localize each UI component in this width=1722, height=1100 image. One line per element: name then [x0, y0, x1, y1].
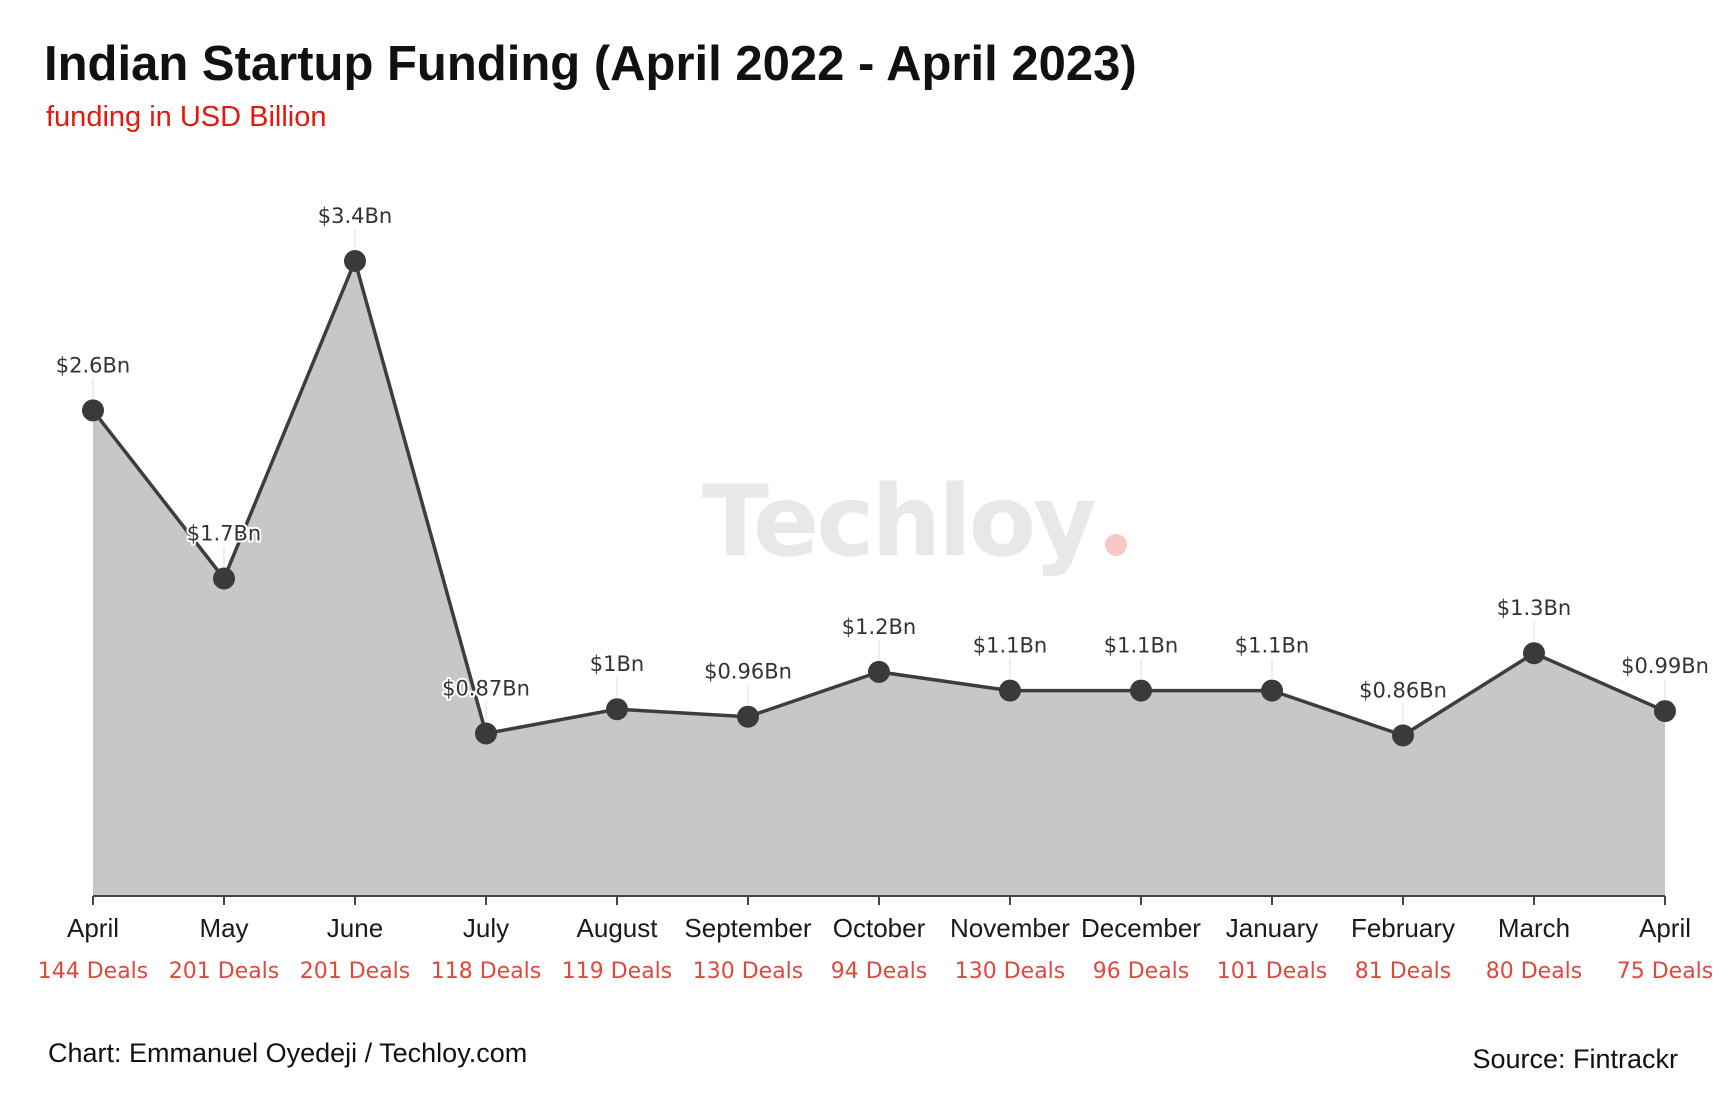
deals-count-label: 75 Deals: [1617, 959, 1714, 984]
deals-count-label: 144 Deals: [38, 959, 149, 984]
deals-count-label: 118 Deals: [431, 959, 542, 984]
data-point-marker: [1523, 642, 1545, 665]
data-point-marker: [737, 705, 759, 728]
x-tick-label: July: [463, 913, 509, 943]
value-label: $1.1Bn: [1235, 634, 1309, 658]
data-point-marker: [475, 722, 497, 745]
deals-count-label: 201 Deals: [300, 959, 411, 984]
x-tick-label: April: [67, 913, 119, 943]
data-point-marker: [213, 567, 235, 590]
deals-count-label: 201 Deals: [169, 959, 280, 984]
value-label: $1.3Bn: [1497, 596, 1571, 620]
watermark-text: Techloy: [702, 465, 1096, 579]
value-label: $1Bn: [590, 652, 644, 676]
x-tick-label: August: [577, 913, 659, 943]
value-label: $0.87Bn: [442, 677, 530, 701]
watermark-dot: [1105, 534, 1127, 556]
marker-layer: [82, 229, 1676, 747]
x-tick-label: May: [199, 913, 248, 943]
data-point-marker: [1392, 724, 1414, 747]
x-tick-label: February: [1351, 913, 1455, 943]
chart-subtitle: funding in USD Billion: [46, 101, 327, 133]
value-labels: $2.6Bn $1.7Bn $3.4Bn $0.87Bn $1Bn $0.96Bn $1.2…: [54, 202, 1711, 704]
deals-count-label: 80 Deals: [1486, 959, 1583, 984]
watermark: Techloy: [702, 465, 1127, 579]
x-tick-label: June: [327, 913, 383, 943]
x-tick-label: March: [1498, 913, 1570, 943]
chart-credit: Chart: Emmanuel Oyedeji / Techloy.com: [48, 1038, 528, 1068]
data-point-marker: [868, 660, 890, 683]
deals-count-label: 96 Deals: [1093, 959, 1190, 984]
value-label: $3.4Bn: [318, 204, 392, 228]
chart-source: Source: Fintrackr: [1472, 1044, 1678, 1074]
deals-count-label: 130 Deals: [955, 959, 1066, 984]
x-tick-label: April: [1639, 913, 1691, 943]
value-label: $1.1Bn: [973, 634, 1047, 658]
deals-count-label: 101 Deals: [1217, 959, 1328, 984]
data-point-marker: [82, 399, 104, 422]
data-point-marker: [1130, 679, 1152, 702]
x-tick-label: September: [684, 913, 812, 943]
chart-title: Indian Startup Funding (April 2022 - Apr…: [44, 37, 1137, 91]
x-axis: [92, 895, 1666, 905]
value-label: $0.99Bn: [1621, 654, 1709, 678]
value-label: $0.96Bn: [704, 660, 792, 684]
value-label: $0.86Bn: [1359, 678, 1447, 702]
deals-count-label: 130 Deals: [693, 959, 804, 984]
deals-count-label: 81 Deals: [1355, 959, 1452, 984]
deals-count-label: 94 Deals: [831, 959, 928, 984]
x-tick-label: November: [950, 913, 1070, 943]
value-label: $1.2Bn: [842, 615, 916, 639]
value-label: $1.1Bn: [1104, 634, 1178, 658]
data-point-marker: [344, 250, 366, 272]
data-point-marker: [1654, 700, 1676, 723]
data-point-marker: [606, 698, 628, 721]
deals-count-label: 119 Deals: [562, 959, 673, 984]
value-label: $1.7Bn: [187, 522, 261, 546]
x-tick-label: January: [1226, 913, 1319, 943]
x-tick-label: October: [833, 913, 926, 943]
value-label: $2.6Bn: [56, 353, 130, 377]
data-point-marker: [1261, 679, 1283, 702]
data-point-marker: [999, 679, 1021, 702]
x-tick-label: December: [1081, 913, 1201, 943]
category-labels: April 144 Deals May 201 Deals June 201 Deals J…: [38, 913, 1714, 984]
